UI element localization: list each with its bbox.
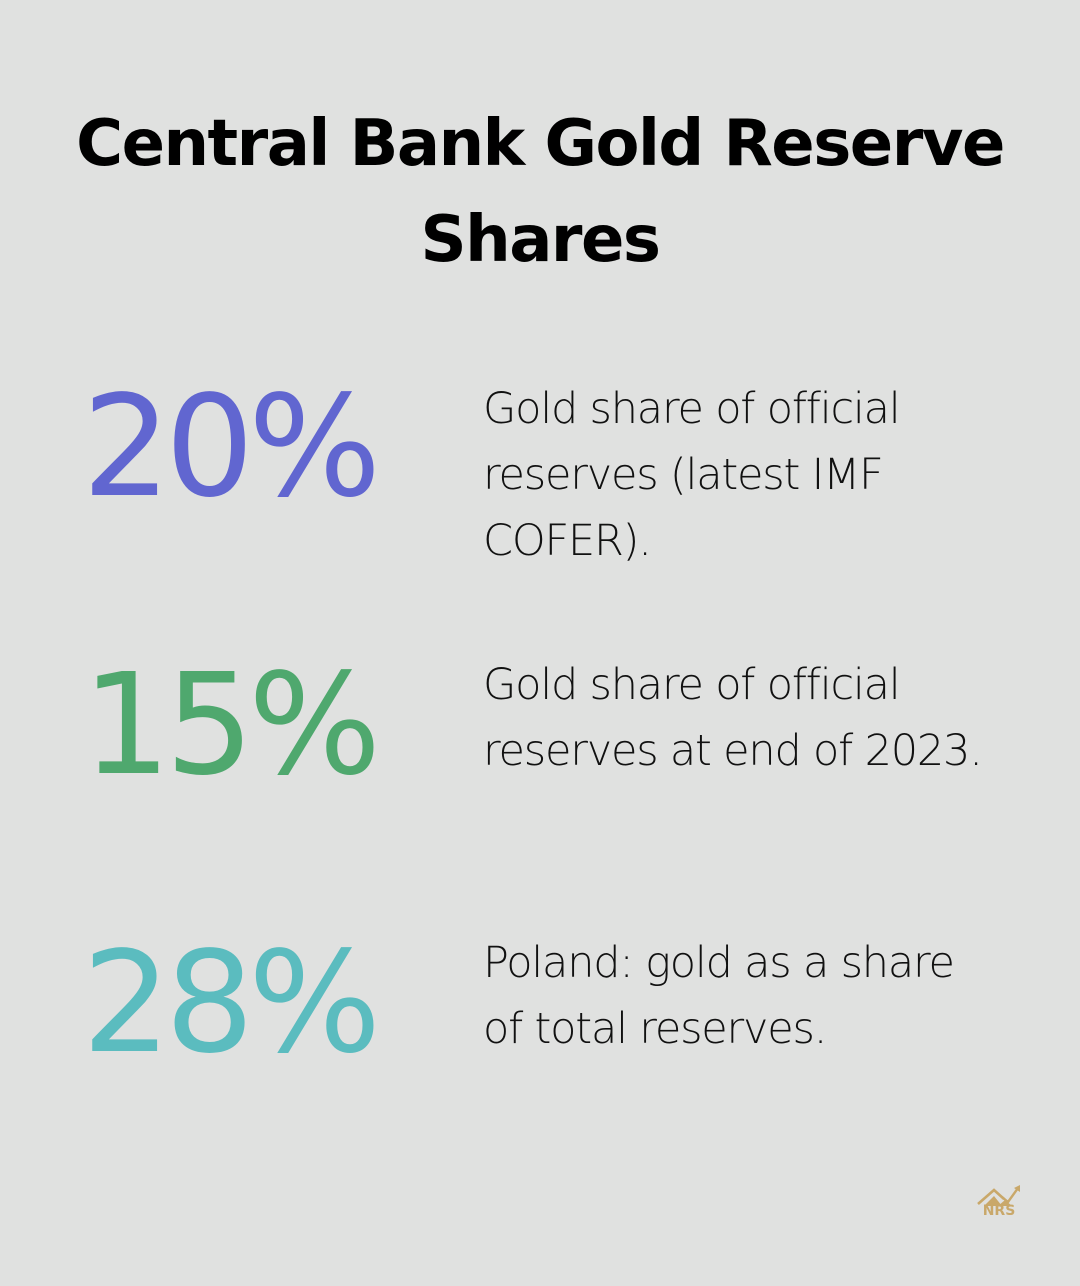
stat-description: Gold share of official reserves at end o… — [483, 660, 983, 776]
stat-value: 28% — [82, 922, 381, 1085]
stat-value: 15% — [82, 644, 381, 807]
stat-description: Gold share of official reserves (latest … — [483, 384, 901, 566]
page-title: Central Bank Gold Reserve Shares — [76, 107, 1005, 277]
stat-value: 20% — [82, 366, 381, 529]
house-chart-arrow-icon — [977, 1185, 1020, 1206]
stat-description: Poland: gold as a share of total reserve… — [483, 938, 955, 1054]
logo-text: NRS — [982, 1203, 1016, 1219]
